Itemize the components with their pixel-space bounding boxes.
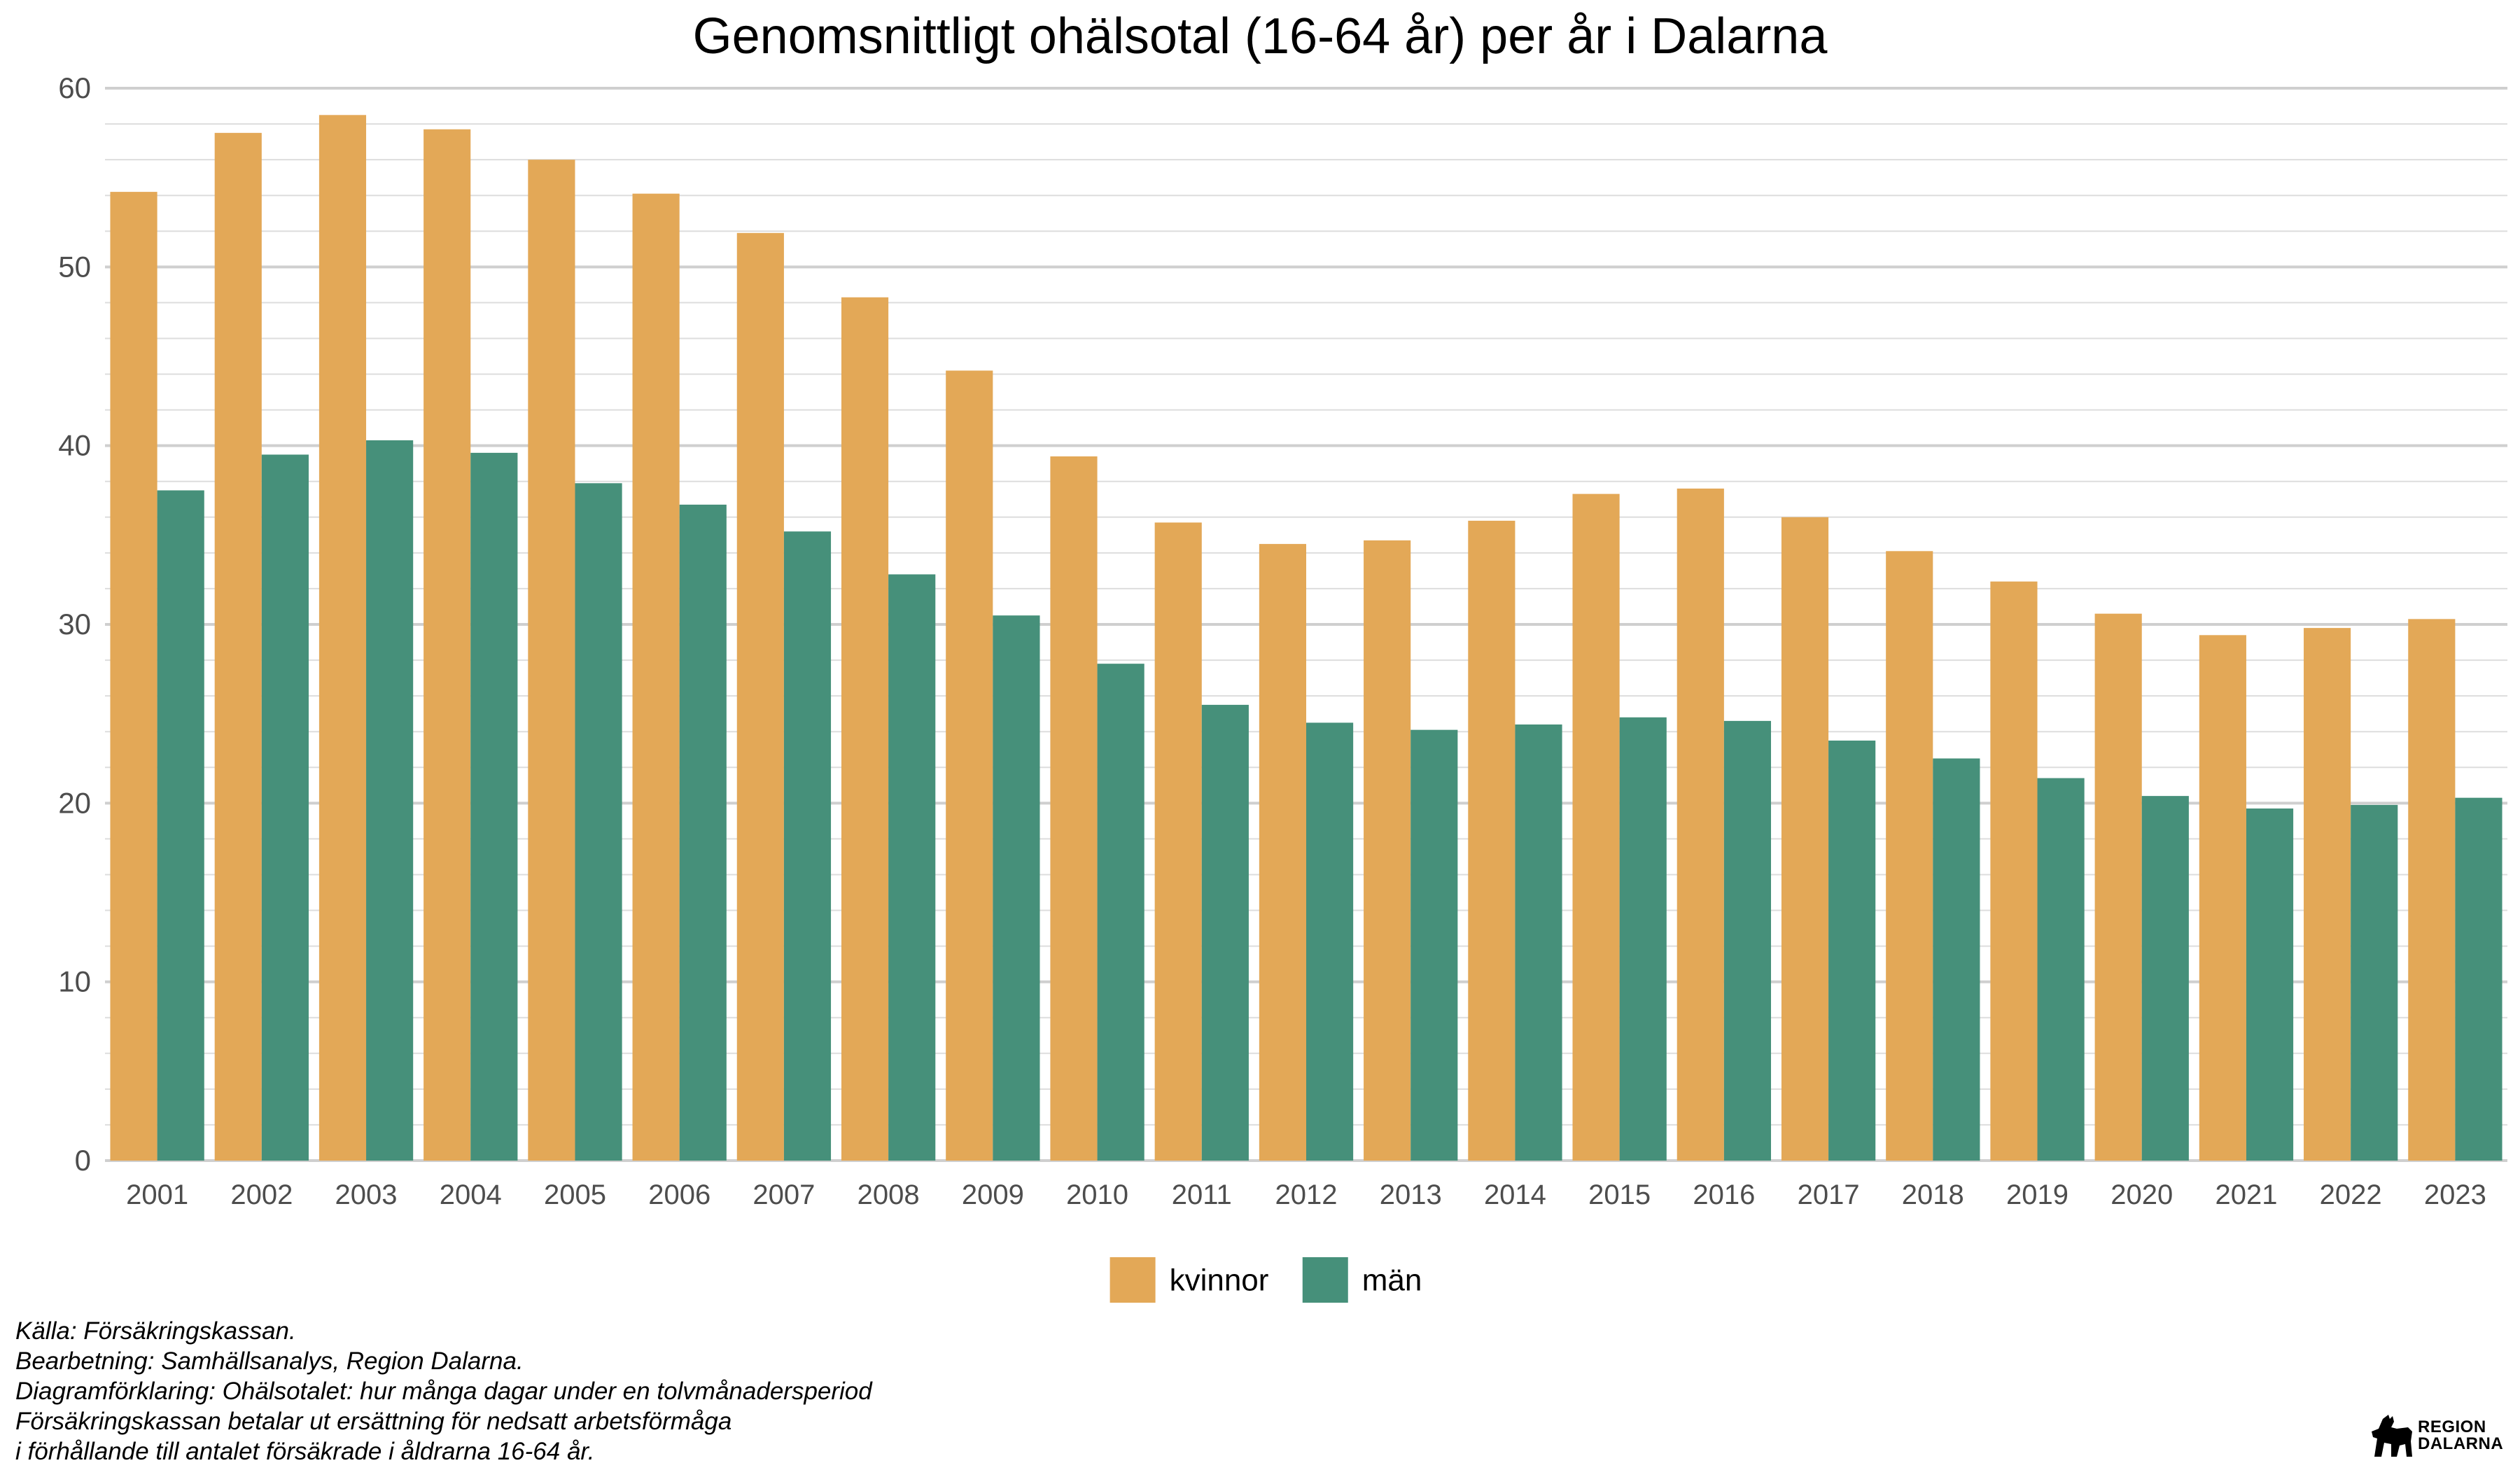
bar-kvinnor-2012: [1259, 544, 1306, 1161]
y-tick-label: 60: [58, 71, 91, 104]
bar-kvinnor-2007: [736, 232, 784, 1161]
y-tick-label: 10: [58, 965, 91, 998]
bar-kvinnor-2017: [1781, 517, 1829, 1161]
bar-kvinnor-2003: [318, 115, 367, 1161]
x-tick-label: 2010: [1066, 1180, 1128, 1210]
x-tick-label: 2013: [1380, 1180, 1442, 1210]
caption-explanation-1: Diagramförklaring: Ohälsotalet: hur mång…: [15, 1378, 872, 1405]
bar-män-2013: [1410, 729, 1458, 1161]
x-tick-label: 2001: [126, 1180, 188, 1210]
dala-horse-icon: [2372, 1415, 2412, 1457]
x-tick-label: 2018: [1902, 1180, 1964, 1210]
y-axis: 0 10 20 30 40 50 60: [58, 71, 91, 1177]
x-tick-label: 2005: [544, 1180, 606, 1210]
bar-män-2002: [261, 454, 309, 1161]
x-tick-label: 2002: [230, 1180, 293, 1210]
legend-label-män: män: [1362, 1264, 1422, 1298]
bar-män-2003: [366, 440, 414, 1161]
bar-män-2021: [2246, 808, 2294, 1161]
bars: [110, 115, 2502, 1161]
bar-män-2009: [993, 615, 1040, 1161]
bar-kvinnor-2013: [1364, 540, 1411, 1161]
x-tick-label: 2009: [962, 1180, 1024, 1210]
y-tick-label: 0: [75, 1144, 91, 1177]
x-tick-label: 2019: [2006, 1180, 2068, 1210]
x-tick-label: 2016: [1693, 1180, 1755, 1210]
bar-kvinnor-2011: [1154, 522, 1202, 1161]
bar-män-2019: [2037, 778, 2085, 1161]
bar-kvinnor-2002: [214, 132, 262, 1161]
bar-män-2001: [157, 490, 204, 1161]
bar-män-2008: [888, 574, 936, 1161]
x-tick-label: 2020: [2110, 1180, 2173, 1210]
caption-source: Källa: Försäkringskassan.: [15, 1317, 296, 1345]
bar-kvinnor-2020: [2094, 613, 2142, 1161]
bar-kvinnor-2009: [946, 370, 993, 1161]
bar-män-2006: [679, 504, 727, 1161]
bar-kvinnor-2016: [1676, 488, 1724, 1161]
bar-män-2010: [1097, 664, 1144, 1161]
caption-processing: Bearbetning: Samhällsanalys, Region Dala…: [15, 1348, 524, 1375]
bar-kvinnor-2015: [1572, 493, 1620, 1161]
bar-kvinnor-2014: [1468, 520, 1516, 1161]
bar-män-2020: [2141, 796, 2189, 1161]
bar-män-2004: [470, 452, 518, 1161]
caption: Källa: Försäkringskassan. Bearbetning: S…: [15, 1316, 872, 1466]
bar-kvinnor-2001: [110, 192, 158, 1161]
x-tick-label: 2012: [1275, 1180, 1338, 1210]
x-axis: 2001 2002 2003 2004 2005 2006 2007 2008 2009 2010…: [126, 1180, 2486, 1210]
bar-män-2018: [1933, 758, 1980, 1161]
bar-män-2015: [1619, 717, 1667, 1161]
bar-män-2011: [1201, 704, 1249, 1161]
legend-swatch-män: [1302, 1257, 1348, 1303]
x-tick-label: 2006: [648, 1180, 710, 1210]
legend-swatch-kvinnor: [1110, 1257, 1156, 1303]
bar-kvinnor-2021: [2199, 635, 2246, 1161]
x-tick-label: 2022: [2320, 1180, 2382, 1210]
bar-män-2016: [1723, 720, 1772, 1161]
bar-män-2023: [2455, 797, 2502, 1161]
x-tick-label: 2015: [1588, 1180, 1651, 1210]
bar-män-2017: [1828, 740, 1876, 1161]
bar-män-2005: [575, 483, 622, 1161]
y-tick-label: 20: [58, 786, 91, 819]
logo-line-1: REGION: [2418, 1418, 2486, 1436]
bar-kvinnor-2019: [1990, 581, 2038, 1161]
bar-kvinnor-2022: [2304, 628, 2351, 1161]
bar-kvinnor-2010: [1050, 456, 1098, 1161]
caption-explanation-2: Försäkringskassan betalar ut ersättning …: [15, 1408, 732, 1435]
x-tick-label: 2014: [1484, 1180, 1546, 1210]
bar-män-2022: [2351, 804, 2398, 1161]
x-tick-label: 2021: [2215, 1180, 2277, 1210]
bar-kvinnor-2005: [528, 160, 575, 1161]
x-tick-label: 2017: [1798, 1180, 1860, 1210]
y-tick-label: 30: [58, 608, 91, 640]
bar-män-2014: [1515, 724, 1562, 1161]
x-tick-label: 2023: [2424, 1180, 2486, 1210]
logo-text: REGION DALARNA: [2418, 1419, 2503, 1452]
x-tick-label: 2003: [335, 1180, 398, 1210]
bar-kvinnor-2006: [632, 193, 680, 1161]
caption-explanation-3: i förhållande till antalet försäkrade i …: [15, 1438, 595, 1465]
bar-kvinnor-2018: [1886, 551, 1933, 1161]
chart-title: Genomsnittligt ohälsotal (16-64 år) per …: [693, 8, 1828, 64]
y-tick-label: 50: [58, 250, 91, 283]
x-tick-label: 2007: [752, 1180, 815, 1210]
y-tick-label: 40: [58, 429, 91, 462]
region-dalarna-logo: REGION DALARNA: [2369, 1410, 2509, 1461]
bar-män-2007: [783, 531, 832, 1161]
bar-kvinnor-2004: [424, 129, 471, 1161]
bar-män-2012: [1306, 722, 1354, 1161]
legend-label-kvinnor: kvinnor: [1170, 1264, 1269, 1298]
x-tick-label: 2004: [440, 1180, 502, 1210]
x-tick-label: 2011: [1172, 1180, 1232, 1210]
bar-kvinnor-2023: [2408, 619, 2456, 1161]
bar-kvinnor-2008: [841, 297, 889, 1161]
x-tick-label: 2008: [858, 1180, 920, 1210]
legend: kvinnor män: [1110, 1257, 1422, 1303]
logo-line-2: DALARNA: [2418, 1434, 2504, 1453]
